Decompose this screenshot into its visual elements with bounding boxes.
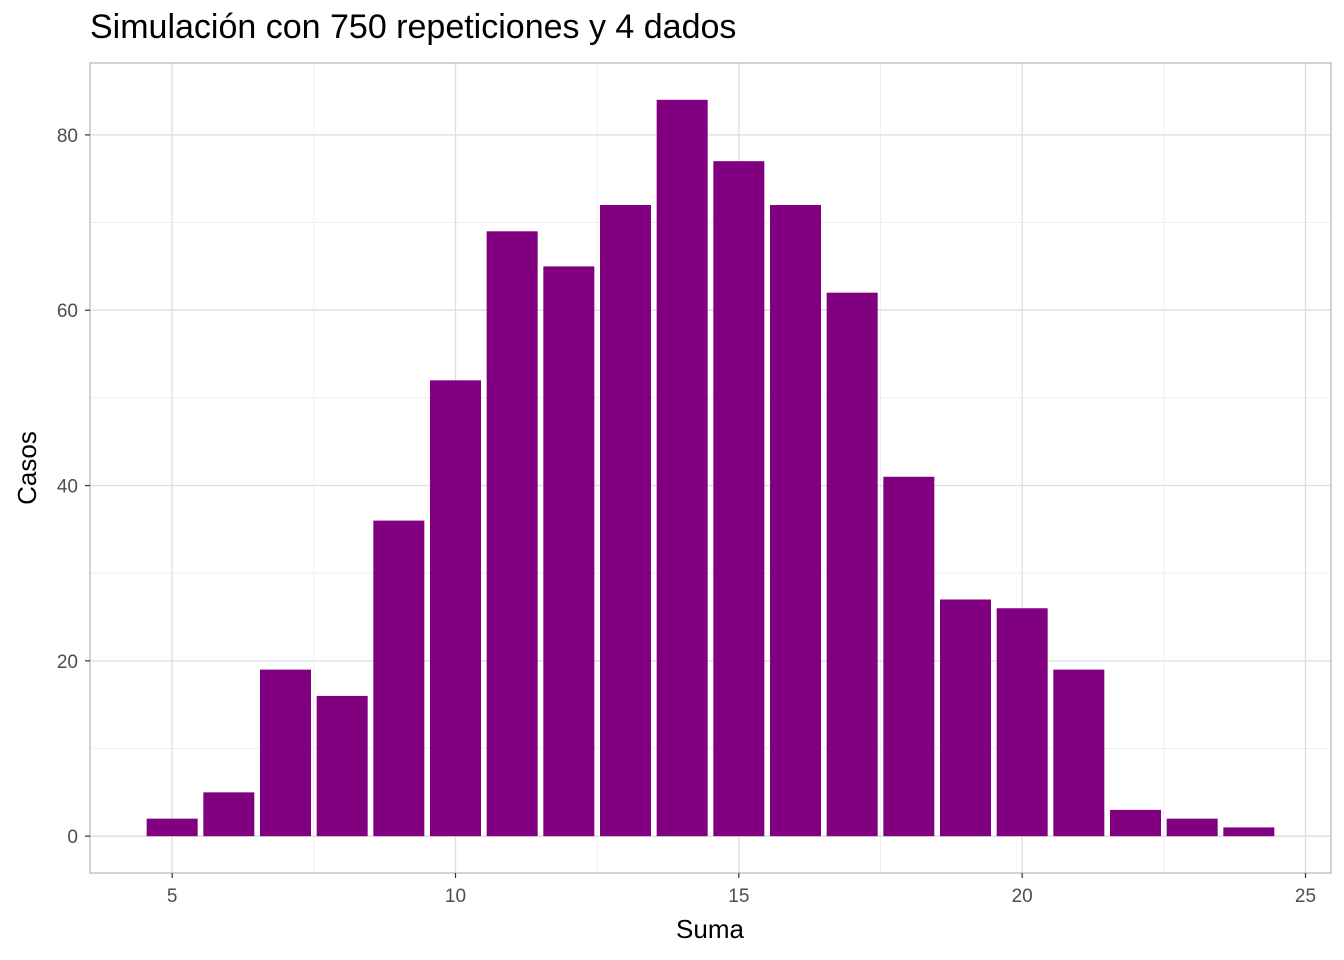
x-axis-title: Suma: [676, 914, 744, 944]
bar: [203, 792, 255, 837]
x-tick-label: 5: [167, 886, 178, 907]
minor-gridlines: [90, 63, 1331, 873]
chart-title: Simulación con 750 repeticiones y 4 dado…: [90, 8, 737, 46]
x-axis-ticks: 5 10 15 20 25: [167, 873, 1316, 907]
bar: [1053, 669, 1105, 837]
x-tick-label: 25: [1295, 886, 1316, 907]
bar: [430, 380, 481, 837]
bar: [316, 695, 368, 837]
x-tick-label: 15: [728, 886, 749, 907]
bar: [486, 231, 538, 837]
bars: [146, 99, 1275, 837]
bar: [940, 599, 991, 837]
bar: [713, 161, 765, 837]
bar: [826, 292, 878, 837]
bar: [146, 818, 198, 837]
bar: [770, 205, 821, 837]
y-axis-ticks: 0 20 40 60 80: [57, 126, 90, 848]
x-tick-label: 10: [445, 886, 466, 907]
y-tick-label: 80: [57, 126, 78, 147]
x-tick-label: 20: [1012, 886, 1033, 907]
y-tick-label: 20: [57, 652, 78, 673]
bar: [1166, 818, 1218, 837]
y-tick-label: 60: [57, 301, 78, 322]
bar: [260, 669, 311, 837]
y-tick-label: 0: [67, 827, 78, 848]
bar: [1110, 809, 1161, 837]
bar: [600, 205, 651, 837]
y-axis-title: Casos: [12, 431, 42, 505]
y-tick-label: 40: [57, 477, 78, 498]
bar: [1223, 827, 1275, 837]
bar: [543, 266, 595, 837]
panel-border: [89, 62, 1332, 874]
bar: [996, 608, 1048, 837]
bar: [373, 520, 425, 837]
bar: [656, 99, 708, 837]
bar: [883, 476, 935, 837]
